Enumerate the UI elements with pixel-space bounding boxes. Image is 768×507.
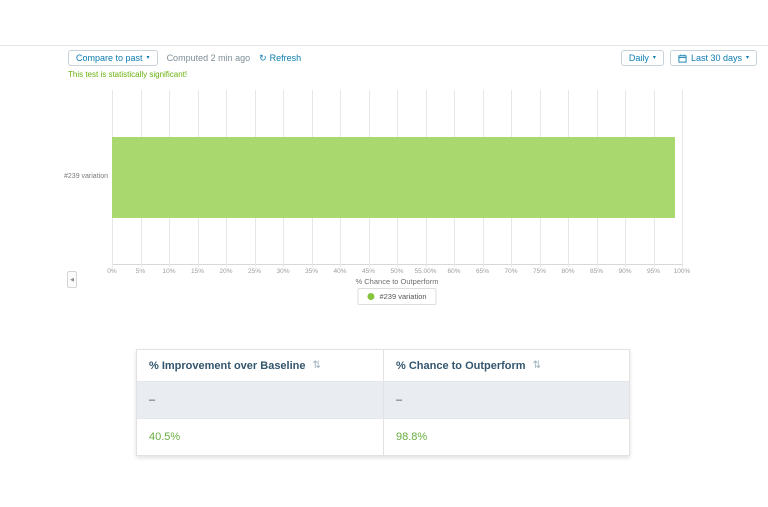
sort-icon[interactable]: ⇅ [312, 360, 321, 371]
x-axis-tick-label: 15% [190, 268, 205, 275]
top-divider [0, 45, 768, 46]
gridline [682, 90, 683, 267]
x-axis-tick-label: 0% [107, 268, 117, 275]
chevron-down-icon: ▾ [146, 55, 150, 61]
chart-legend[interactable]: #239 variation [357, 288, 437, 305]
column-header-label: % Improvement over Baseline [149, 359, 306, 372]
toolbar-left: Compare to past ▾ Computed 2 min ago ↻ R… [68, 50, 301, 66]
x-axis-tick-label: 85% [589, 268, 604, 275]
computed-timestamp: Computed 2 min ago [166, 53, 251, 63]
refresh-label: Refresh [269, 53, 302, 63]
column-header-improvement[interactable]: % Improvement over Baseline ⇅ [137, 350, 383, 381]
x-axis-tick-label: 25% [247, 268, 262, 275]
legend-swatch [367, 293, 375, 300]
table-body: – –40.5% 98.8% [137, 381, 629, 455]
x-axis-tick-label: 70% [504, 268, 518, 275]
compare-to-past-label: Compare to past [76, 52, 143, 63]
x-axis-tick-label: 10% [162, 268, 176, 275]
results-table: % Improvement over Baseline ⇅ % Chance t… [136, 349, 630, 456]
table-header: % Improvement over Baseline ⇅ % Chance t… [137, 350, 629, 381]
table-cell: 98.8% [383, 419, 629, 455]
collapse-panel-handle[interactable]: ◀ [67, 271, 77, 288]
daily-dropdown[interactable]: Daily ▾ [620, 50, 664, 66]
table-cell: – [149, 394, 156, 406]
x-axis-tick-label: 95% [646, 268, 661, 275]
table-row[interactable]: 40.5% 98.8% [137, 418, 629, 455]
chart-bar[interactable] [112, 137, 676, 218]
x-axis-tick-label: 80% [561, 268, 575, 275]
x-axis-tick-label: 30% [276, 268, 290, 275]
x-axis-tick-label: 20% [219, 268, 233, 275]
column-header-chance[interactable]: % Chance to Outperform ⇅ [383, 350, 629, 381]
date-range-dropdown[interactable]: Last 30 days ▾ [669, 50, 757, 66]
table-row[interactable]: – – [137, 381, 629, 418]
y-axis-category-label: #239 variation [64, 173, 108, 180]
x-axis-tick-label: 45% [361, 268, 376, 275]
sort-icon[interactable]: ⇅ [532, 360, 541, 371]
legend-label: #239 variation [379, 292, 427, 301]
x-axis-tick-label: 100% [673, 268, 691, 275]
table-cell: – [383, 382, 629, 418]
x-axis-tick-label: 55.00% [414, 268, 437, 275]
date-range-label: Last 30 days [690, 52, 742, 63]
column-header-label: % Chance to Outperform [396, 359, 526, 372]
toolbar-right: Daily ▾ Last 30 days ▾ [620, 50, 757, 66]
refresh-link[interactable]: ↻ Refresh [259, 53, 301, 63]
compare-to-past-button[interactable]: Compare to past ▾ [68, 50, 158, 66]
x-axis-ticks: 0% 5% 10% 15% 20% 25% 30% 35% 40% 45% 50% 55.00% 60%… [107, 268, 690, 277]
x-axis-tick-label: 90% [618, 268, 632, 275]
significance-banner: This test is statistically significant! [68, 70, 188, 79]
x-axis-tick-label: 35% [304, 268, 319, 275]
chevron-down-icon: ▾ [652, 55, 656, 61]
x-axis-tick-label: 5% [135, 268, 146, 275]
x-axis-tick-label: 60% [447, 268, 461, 275]
x-axis-tick-label: 75% [532, 268, 547, 275]
x-axis-tick-label: 40% [333, 268, 347, 275]
chart-plot [112, 90, 683, 267]
x-axis-tick-label: 65% [475, 268, 490, 275]
daily-label: Daily [628, 52, 649, 63]
x-axis-title: % Chance to Outperform [355, 277, 439, 286]
x-axis-tick-label: 50% [390, 268, 404, 275]
refresh-icon: ↻ [259, 52, 267, 63]
calendar-icon [678, 53, 687, 63]
chevron-down-icon: ▾ [745, 55, 749, 61]
table-cell: 40.5% [149, 431, 181, 443]
